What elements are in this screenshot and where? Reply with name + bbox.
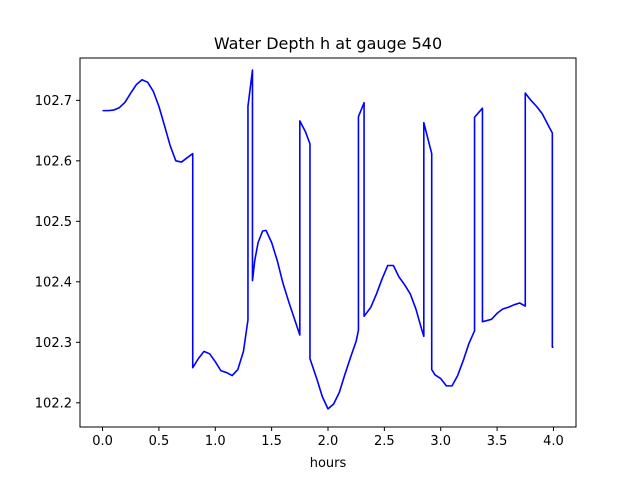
chart-title: Water Depth h at gauge 540	[214, 34, 442, 53]
y-tick-label: 102.3	[35, 336, 72, 351]
x-tick-label: 3.5	[487, 434, 508, 449]
y-tick-label: 102.5	[35, 215, 72, 230]
y-tick-label: 102.2	[35, 396, 72, 411]
x-axis-ticks: 0.0 0.5 1.0 1.5 2.0 2.5 3.0 3.5 4.0	[92, 427, 564, 449]
y-tick-label: 102.6	[35, 154, 72, 169]
x-tick-label: 2.0	[318, 434, 339, 449]
y-tick-label: 102.4	[35, 275, 72, 290]
x-tick-label: 1.5	[261, 434, 282, 449]
x-tick-label: 1.0	[205, 434, 226, 449]
x-tick-label: 0.5	[149, 434, 170, 449]
series-line	[102, 69, 554, 410]
x-tick-label: 4.0	[543, 434, 564, 449]
y-axis-ticks: 102.2 102.3 102.4 102.5 102.6 102.7	[35, 94, 80, 411]
x-axis-label: hours	[310, 456, 347, 471]
y-tick-label: 102.7	[35, 94, 72, 109]
x-tick-label: 2.5	[374, 434, 395, 449]
x-tick-label: 0.0	[92, 434, 113, 449]
x-tick-label: 3.0	[430, 434, 451, 449]
series-lines	[102, 69, 554, 410]
